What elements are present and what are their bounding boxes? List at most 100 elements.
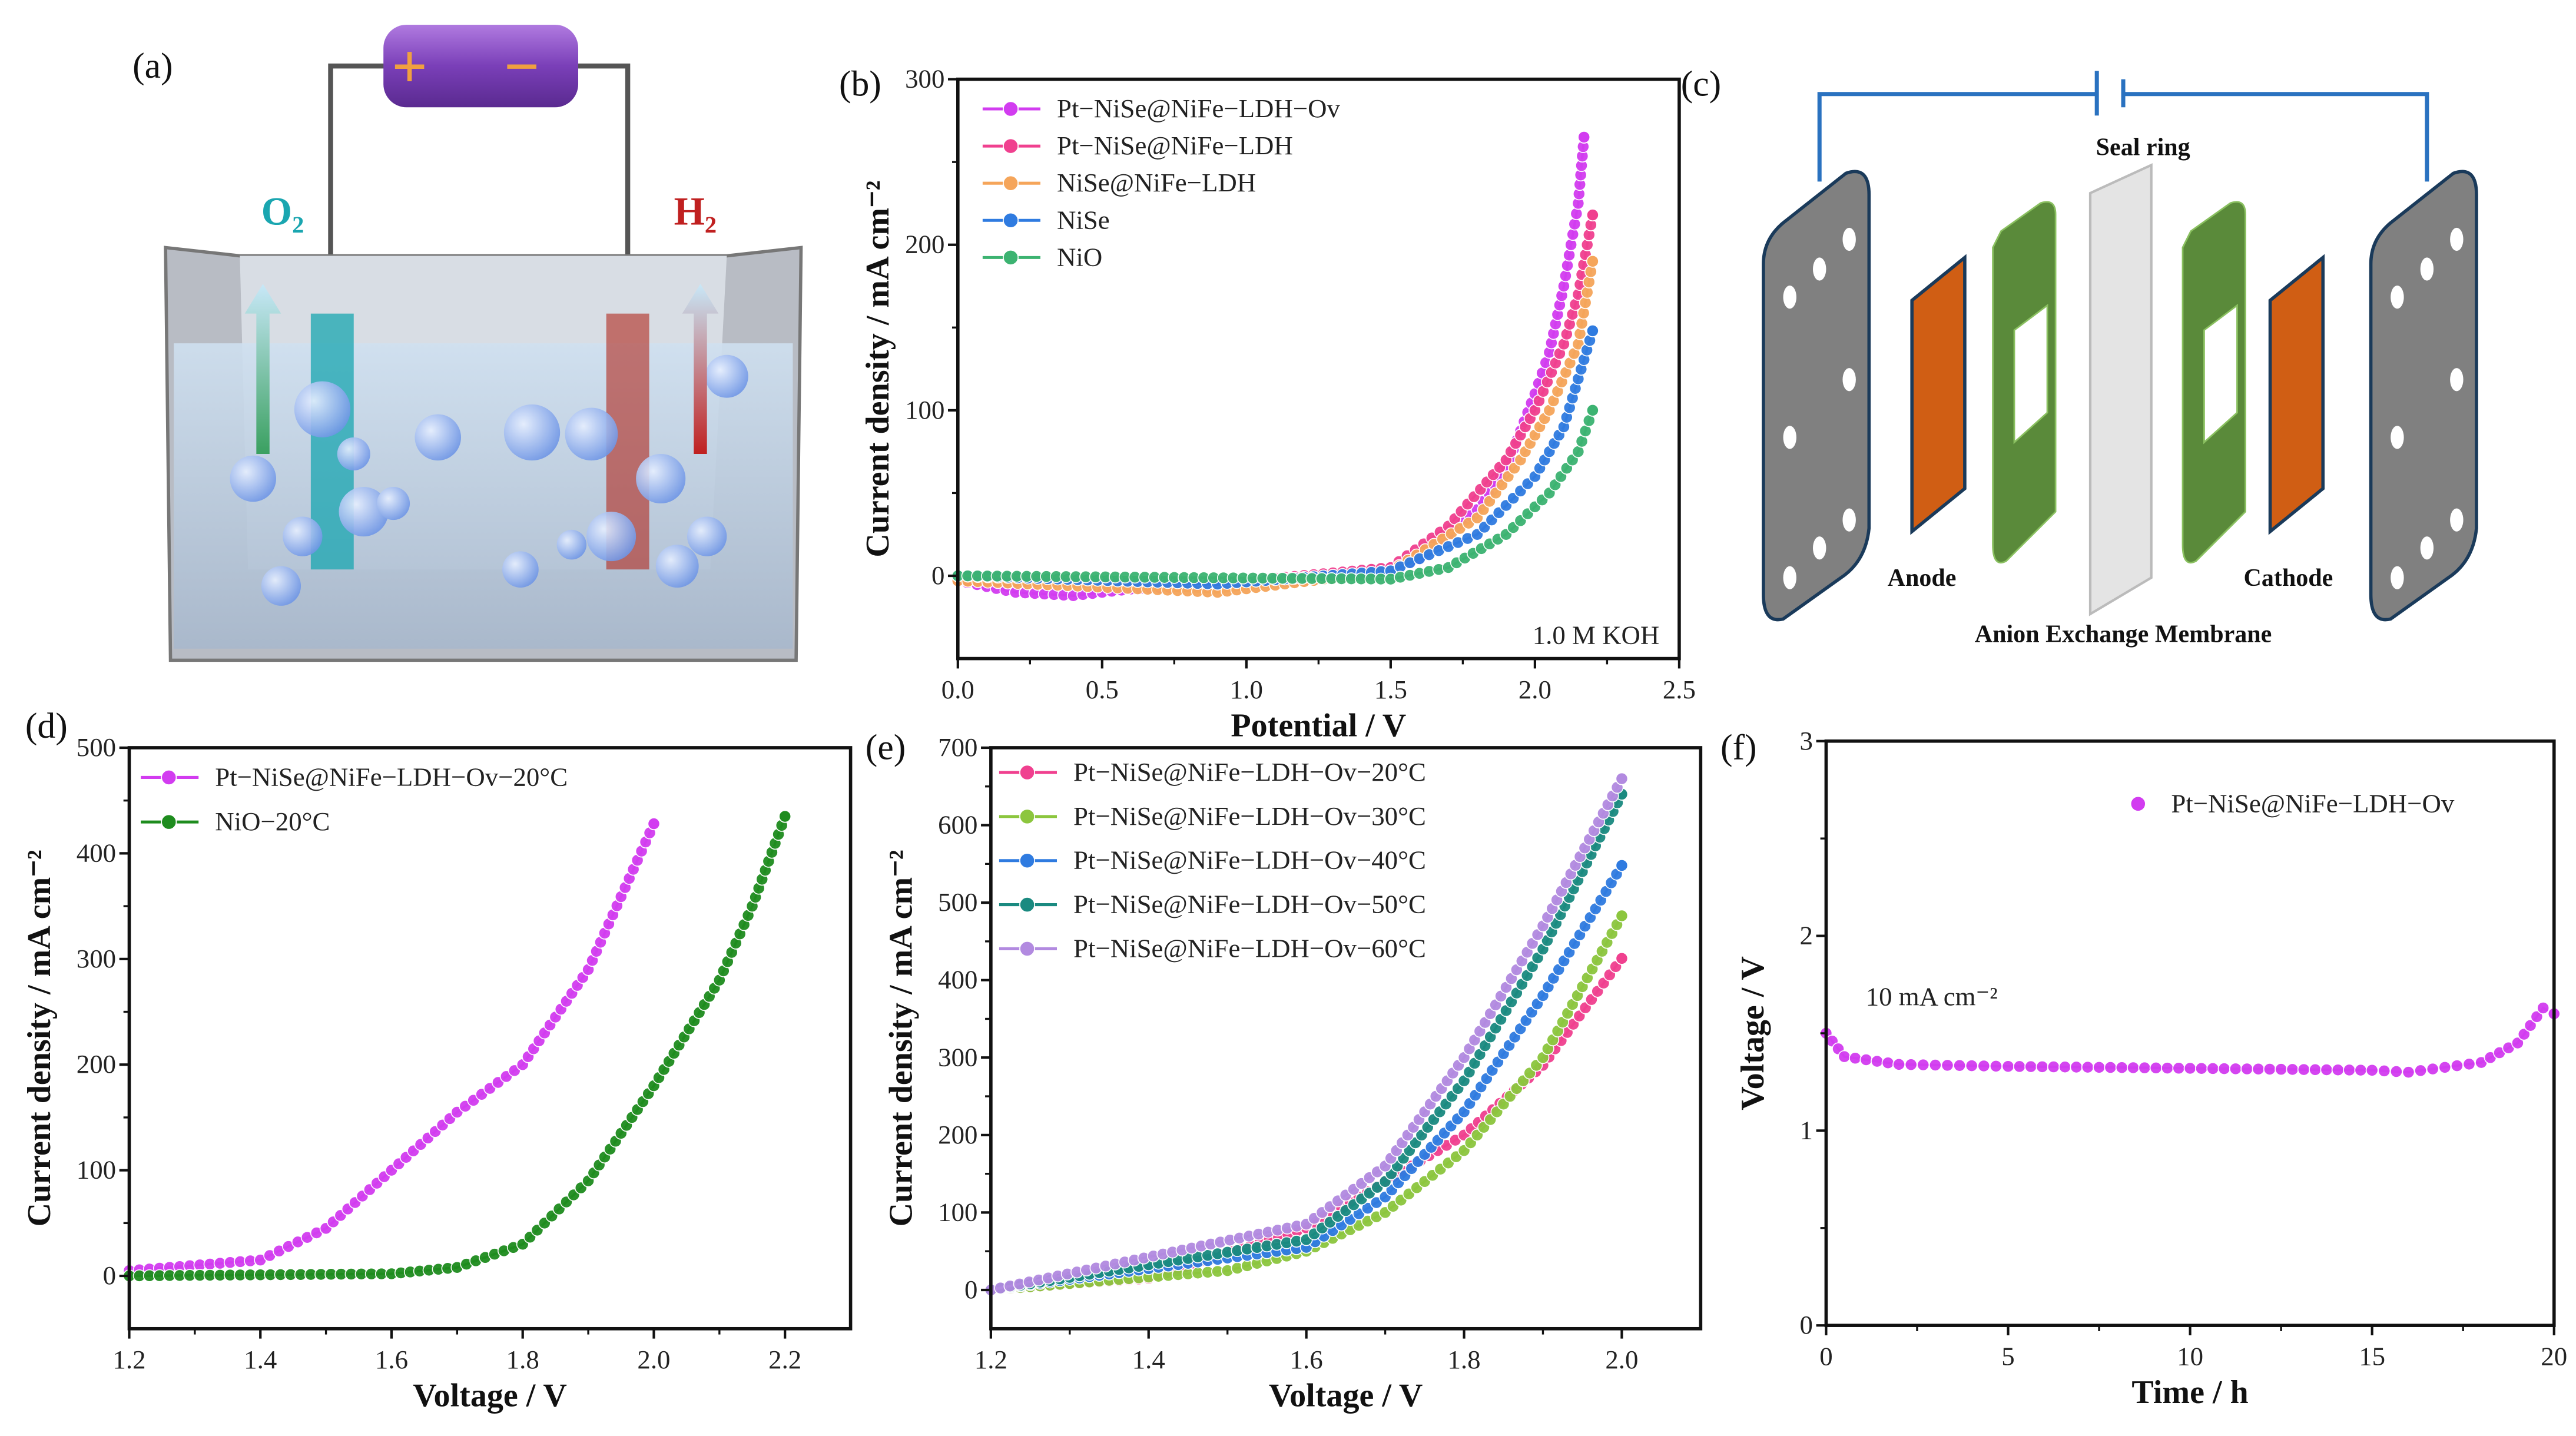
y-tick-label: 100 — [905, 395, 944, 425]
data-point — [2172, 1062, 2186, 1075]
y-axis-label: Current density / mA cm⁻² — [21, 850, 58, 1226]
seal-ring-label: Seal ring — [2096, 134, 2190, 161]
y-tick-label: 2 — [1800, 921, 1813, 950]
data-point — [2389, 1065, 2403, 1078]
x-tick-label: 5 — [2001, 1341, 2014, 1371]
data-point — [1557, 280, 1570, 293]
data-point — [2081, 1060, 2094, 1074]
electrolyzer-illustration: + − O₂ H₂ — [164, 25, 803, 662]
y-tick-label: 400 — [77, 838, 116, 867]
data-point — [1563, 248, 1576, 262]
series-line — [129, 823, 655, 1272]
data-point — [1586, 324, 1599, 337]
data-point — [1965, 1059, 1978, 1073]
axes-frame — [1824, 739, 2556, 1327]
data-point — [2286, 1063, 2299, 1076]
data-point — [1859, 1053, 1873, 1066]
series-line — [957, 330, 1594, 586]
battery-minus: − — [504, 32, 540, 102]
series-0 — [951, 131, 1591, 602]
x-tick-label: 1.2 — [974, 1345, 1007, 1374]
x-tick-label: 1.0 — [1230, 675, 1263, 704]
wire-c-right — [2124, 92, 2429, 182]
data-point — [2013, 1060, 2026, 1073]
y-tick-label: 0 — [931, 561, 944, 590]
data-point — [1904, 1058, 1918, 1072]
data-point — [2331, 1063, 2345, 1077]
chart-annotation: 10 mA cm⁻² — [1866, 981, 1998, 1011]
legend-marker — [1019, 808, 1036, 825]
x-tick-label: 1.8 — [506, 1345, 539, 1374]
data-point — [1586, 254, 1599, 268]
legend-marker — [1019, 764, 1036, 781]
anode-plate — [1910, 254, 1967, 535]
data-point — [2149, 1061, 2163, 1074]
y-axis-label: Current density / mA cm⁻² — [883, 850, 919, 1226]
legend-marker — [1019, 897, 1036, 913]
legend-marker — [161, 814, 177, 830]
y-tick-label: 300 — [938, 1042, 977, 1072]
legend-label: NiSe@NiFe−LDH — [1057, 168, 1256, 197]
y-tick-label: 300 — [905, 64, 944, 94]
series-4 — [984, 772, 1629, 1296]
data-point — [1838, 1050, 1851, 1063]
axes-frame — [127, 746, 853, 1331]
data-point — [2275, 1063, 2288, 1076]
y-tick-label: 1 — [1800, 1115, 1813, 1145]
data-point — [1577, 131, 1591, 144]
data-point — [2320, 1063, 2333, 1076]
data-point — [1564, 238, 1578, 251]
y-tick-label: 500 — [938, 887, 977, 917]
o2-label: O₂ — [261, 189, 304, 233]
data-point — [2104, 1061, 2117, 1074]
data-point — [2297, 1063, 2310, 1076]
data-point — [1928, 1059, 1942, 1072]
y-tick-label: 3 — [1800, 726, 1813, 755]
data-point — [647, 817, 661, 831]
h2-label: H₂ — [674, 189, 717, 233]
legend-label: NiO−20°C — [215, 807, 330, 836]
x-tick-label: 0.5 — [1086, 675, 1119, 704]
data-point — [1977, 1059, 1991, 1073]
data-point — [1848, 1052, 1862, 1065]
data-point — [1871, 1054, 1884, 1068]
x-tick-label: 1.8 — [1448, 1345, 1481, 1374]
data-point — [778, 810, 792, 823]
y-tick-label: 200 — [905, 230, 944, 259]
data-point — [2524, 1019, 2537, 1032]
chart-e: Pt−NiSe@NiFe−LDH−Ov−20°C Pt−NiSe@NiFe−LDH… — [883, 732, 1703, 1414]
chart-b: Pt−NiSe@NiFe−LDH−Ov Pt−NiSe@NiFe−LDH NiSe@… — [860, 64, 1696, 744]
data-point — [2426, 1062, 2439, 1076]
data-point — [1561, 258, 1574, 272]
data-point — [1579, 296, 1592, 310]
legend-label: Pt−NiSe@NiFe−LDH−Ov−60°C — [1073, 933, 1426, 963]
membrane-label: Anion Exchange Membrane — [1975, 621, 2272, 648]
y-tick-label: 300 — [77, 944, 116, 973]
y-tick-label: 0 — [1800, 1310, 1813, 1339]
x-tick-label: 2.2 — [768, 1345, 801, 1374]
data-point — [2537, 1001, 2550, 1014]
battery — [383, 25, 579, 108]
y-axis-label: Voltage / V — [1735, 956, 1771, 1110]
data-point — [2402, 1066, 2415, 1079]
charts: Pt−NiSe@NiFe−LDH−Ov Pt−NiSe@NiFe−LDH NiSe@… — [21, 64, 2567, 1414]
series-0 — [1819, 1001, 2561, 1079]
panel-label-d: (d) — [25, 706, 68, 746]
chart-d: Pt−NiSe@NiFe−LDH−Ov−20°C NiO−20°C 1.2 1.4 1.… — [21, 732, 853, 1414]
x-tick-label: 1.4 — [1132, 1345, 1165, 1374]
legend-label: Pt−NiSe@NiFe−LDH−Ov−20°C — [1073, 757, 1426, 787]
y-tick-label: 100 — [938, 1197, 977, 1226]
data-point — [1892, 1057, 1905, 1071]
data-point — [1953, 1059, 1967, 1072]
data-point — [1586, 208, 1599, 222]
x-tick-label: 1.6 — [1290, 1345, 1323, 1374]
bubbles — [230, 354, 748, 606]
data-point — [2365, 1063, 2379, 1077]
wire-c-left — [1817, 92, 2097, 182]
legend-marker — [1003, 212, 1019, 228]
end-plate-right — [2369, 170, 2478, 622]
legend-marker — [1003, 249, 1019, 266]
data-point — [1917, 1058, 1930, 1072]
x-tick-label: 1.4 — [244, 1345, 277, 1374]
